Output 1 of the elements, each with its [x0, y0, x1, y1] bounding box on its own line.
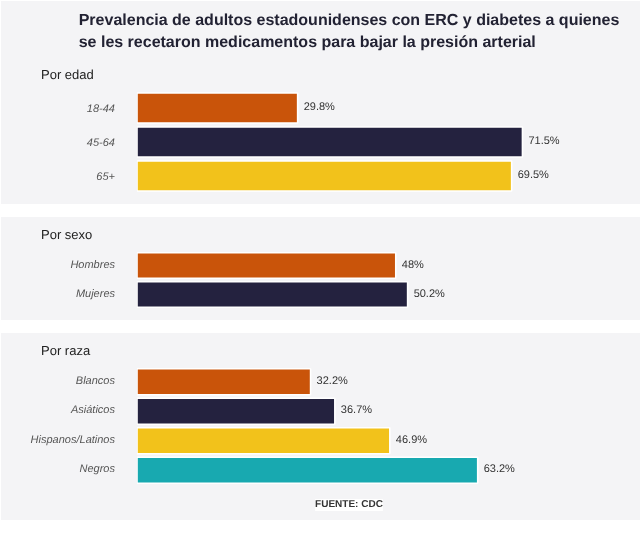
- chart-title: Prevalencia de adultos estadounidenses con ERC y diabetes a quienes se les recetaron medicamentos para bajar la presión arterial: [78, 11, 621, 51]
